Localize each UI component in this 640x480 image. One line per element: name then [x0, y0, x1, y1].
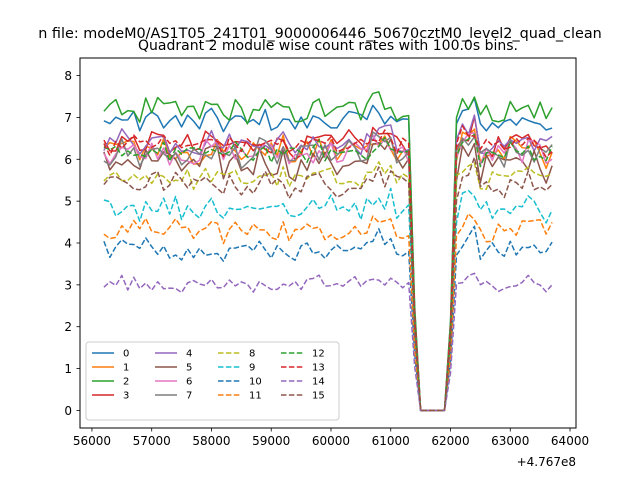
legend-label-15: 15 — [312, 391, 325, 402]
chart-title: Quadrant 2 module wise count rates with … — [138, 38, 518, 54]
series-line-0 — [103, 97, 553, 412]
legend-label-9: 9 — [249, 363, 255, 374]
y-tick-label-4: 4 — [64, 237, 72, 251]
legend-label-11: 11 — [249, 391, 262, 402]
legend-label-12: 12 — [312, 349, 325, 360]
series-line-15 — [103, 156, 553, 412]
series-line-7 — [103, 131, 553, 412]
legend-label-1: 1 — [123, 363, 129, 374]
x-tick-label-4: 60000 — [312, 434, 350, 448]
x-tick-label-2: 58000 — [192, 434, 230, 448]
x-tick-label-5: 61000 — [372, 434, 410, 448]
x-tick-label-6: 62000 — [431, 434, 469, 448]
series-line-4 — [103, 114, 553, 412]
series-line-10 — [103, 225, 553, 412]
series-line-13 — [103, 125, 553, 412]
series-line-2 — [103, 91, 553, 412]
y-tick-label-7: 7 — [64, 111, 72, 125]
x-tick-label-3: 59000 — [252, 434, 290, 448]
x-tick-label-1: 57000 — [133, 434, 171, 448]
legend-box — [85, 341, 340, 421]
y-tick-label-2: 2 — [64, 320, 72, 334]
legend-label-0: 0 — [123, 349, 129, 360]
y-tick-label-3: 3 — [64, 278, 72, 292]
y-tick-label-8: 8 — [64, 69, 72, 83]
series-line-9 — [103, 187, 553, 412]
x-tick-label-0: 56000 — [73, 434, 111, 448]
y-tick-label-1: 1 — [64, 362, 72, 376]
plot-series-group — [103, 91, 553, 412]
series-line-12 — [103, 133, 553, 412]
series-line-14 — [103, 272, 553, 412]
x-axis: 56000 57000 58000 59000 60000 61000 62000 63000… — [73, 428, 589, 448]
series-line-11 — [103, 212, 553, 412]
x-tick-label-8: 64000 — [551, 434, 589, 448]
y-tick-label-6: 6 — [64, 153, 72, 167]
figure-suptitle: n file: modeM0/AS1T05_241T01_9000006446_… — [38, 26, 602, 42]
y-tick-label-0: 0 — [64, 404, 72, 418]
legend-label-3: 3 — [123, 391, 129, 402]
y-tick-label-5: 5 — [64, 195, 72, 209]
series-line-5 — [103, 138, 553, 412]
legend-label-10: 10 — [249, 377, 262, 388]
legend-label-4: 4 — [186, 349, 192, 360]
legend-label-7: 7 — [186, 391, 192, 402]
legend-label-6: 6 — [186, 377, 192, 388]
x-tick-label-7: 63000 — [491, 434, 529, 448]
plot-frame — [79, 57, 577, 429]
legend-label-8: 8 — [249, 349, 255, 360]
legend-label-2: 2 — [123, 377, 129, 388]
series-line-8 — [103, 161, 553, 412]
y-axis: 0 1 2 3 4 5 6 7 8 — [64, 69, 80, 418]
legend-label-14: 14 — [312, 377, 325, 388]
legend-label-5: 5 — [186, 363, 192, 374]
x-offset-text: +4.767e8 — [517, 455, 576, 469]
legend-label-13: 13 — [312, 363, 325, 374]
